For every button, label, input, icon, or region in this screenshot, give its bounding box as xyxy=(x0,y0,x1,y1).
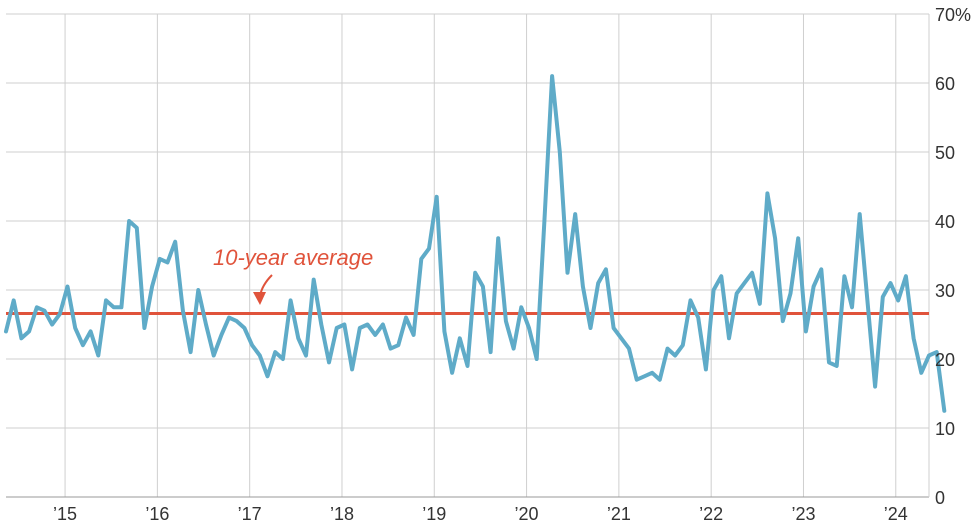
y-tick-label: 70% xyxy=(935,5,971,25)
x-tick-label: ’18 xyxy=(330,504,354,524)
x-tick-label: ’16 xyxy=(145,504,169,524)
annotation-arrowhead xyxy=(253,292,266,305)
x-tick-label: ’24 xyxy=(884,504,908,524)
series-line xyxy=(4,74,947,413)
x-tick-label: ’22 xyxy=(699,504,723,524)
y-tick-label: 20 xyxy=(935,350,955,370)
y-tick-label: 50 xyxy=(935,143,955,163)
y-axis-labels: 0 10 20 30 40 50 60 70% xyxy=(935,5,971,508)
y-tick-label: 0 xyxy=(935,488,945,508)
y-tick-label: 60 xyxy=(935,74,955,94)
x-tick-label: ’23 xyxy=(791,504,815,524)
x-tick-label: ’17 xyxy=(238,504,262,524)
x-tick-label: ’21 xyxy=(607,504,631,524)
x-tick-label: ’19 xyxy=(422,504,446,524)
x-axis-labels: ’15 ’16 ’17 ’18 ’19 ’20 ’21 ’22 ’23 ’24 xyxy=(53,504,908,524)
average-annotation: 10-year average xyxy=(213,245,373,270)
x-tick-label: ’20 xyxy=(515,504,539,524)
grid xyxy=(6,13,930,498)
y-tick-label: 10 xyxy=(935,419,955,439)
y-tick-label: 40 xyxy=(935,212,955,232)
y-tick-label: 30 xyxy=(935,281,955,301)
x-tick-label: ’15 xyxy=(53,504,77,524)
